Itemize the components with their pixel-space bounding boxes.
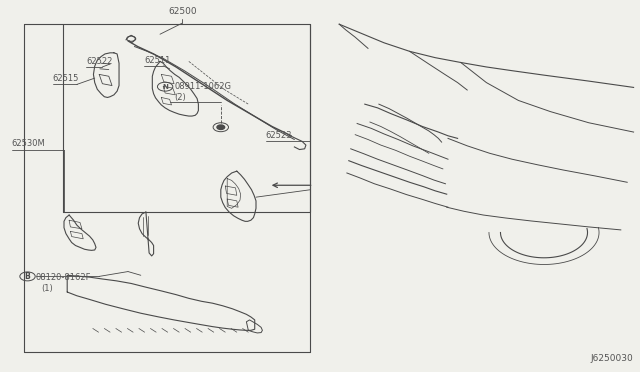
Text: B: B (25, 272, 30, 281)
Text: 08120-8162F: 08120-8162F (36, 273, 92, 282)
Text: 62515: 62515 (52, 74, 79, 83)
Circle shape (217, 125, 225, 129)
Text: 62522: 62522 (86, 57, 113, 66)
Text: 62500: 62500 (168, 7, 196, 16)
Text: 62511: 62511 (144, 56, 170, 65)
Text: 62523: 62523 (266, 131, 292, 140)
Text: 08911-1062G: 08911-1062G (175, 82, 232, 91)
Text: 62530M: 62530M (11, 139, 45, 148)
Text: N: N (162, 84, 168, 90)
Text: (2): (2) (175, 93, 186, 102)
Text: (1): (1) (42, 284, 53, 293)
Text: J6250030: J6250030 (591, 354, 634, 363)
